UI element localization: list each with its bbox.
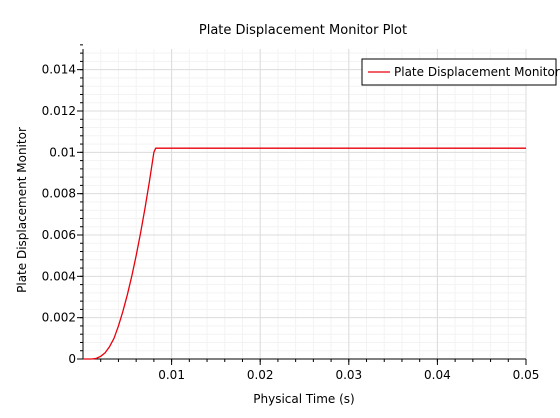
series-layer bbox=[83, 147, 526, 360]
y-tick-label: 0.006 bbox=[42, 228, 76, 242]
x-tick-label: 0.05 bbox=[513, 368, 540, 382]
axes: 0.01 0.02 0.03 0.04 0.05 0 0.002 0.004 0.006 0.00… bbox=[42, 44, 540, 382]
x-tick-label: 0.03 bbox=[335, 368, 362, 382]
y-tick-label: 0.008 bbox=[42, 187, 76, 201]
x-tick-label: 0.02 bbox=[247, 368, 274, 382]
y-axis-label: Plate Displacement Monitor bbox=[15, 127, 29, 293]
x-axis-label: Physical Time (s) bbox=[253, 392, 354, 406]
legend-box bbox=[361, 58, 557, 86]
series-line bbox=[83, 147, 526, 360]
y-tick-label: 0.004 bbox=[42, 269, 76, 283]
legend-label: Plate Displacement Monitor bbox=[394, 65, 560, 79]
y-tick-label: 0.002 bbox=[42, 311, 76, 325]
y-tick-label: 0.014 bbox=[42, 63, 76, 77]
y-tick-label: 0.012 bbox=[42, 104, 76, 118]
x-tick-label: 0.04 bbox=[424, 368, 451, 382]
x-tick-label: 0.01 bbox=[158, 368, 185, 382]
chart-title: Plate Displacement Monitor Plot bbox=[199, 23, 407, 38]
y-tick-label: 0 bbox=[68, 352, 76, 366]
grid bbox=[83, 49, 527, 359]
legend: Plate Displacement Monitor bbox=[361, 58, 560, 86]
y-tick-label: 0.01 bbox=[49, 145, 76, 159]
